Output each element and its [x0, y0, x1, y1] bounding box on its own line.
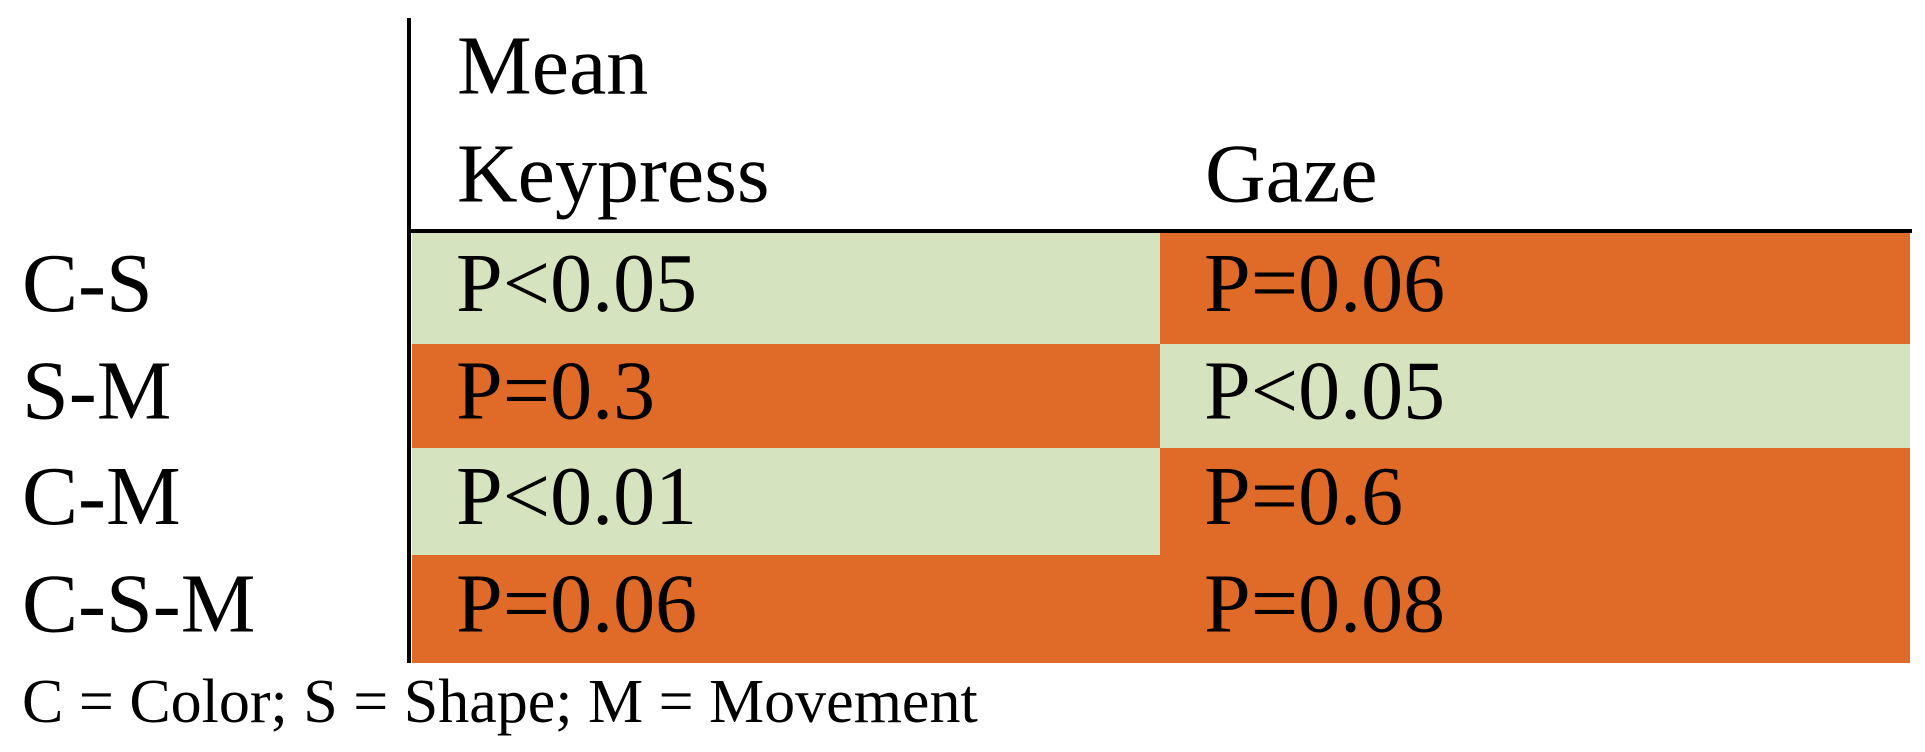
cell-text: P<0.01: [456, 450, 697, 543]
cell-text: P=0.08: [1204, 557, 1445, 650]
footnote: C = Color; S = Shape; M = Movement: [22, 668, 978, 736]
row-label: C-S: [22, 237, 153, 330]
row-label: C-M: [22, 450, 181, 543]
row-label: C-S-M: [22, 557, 255, 650]
table-title: Mean: [457, 19, 648, 112]
table-cell: [412, 448, 1160, 555]
table-cell: [1160, 555, 1910, 663]
cell-text: P<0.05: [1204, 344, 1445, 437]
table-cell: [1160, 448, 1910, 555]
cell-text: P=0.3: [456, 344, 655, 437]
column-header: Keypress: [457, 127, 770, 220]
table-cell: [412, 344, 1160, 448]
cell-text: P<0.05: [456, 237, 697, 330]
table-cell: [412, 233, 1160, 344]
cell-text: P=0.06: [456, 557, 697, 650]
table-cell: [1160, 233, 1910, 344]
cell-text: P=0.06: [1204, 237, 1445, 330]
column-header: Gaze: [1205, 127, 1378, 220]
row-label: S-M: [22, 344, 171, 437]
table-cell: [1160, 344, 1910, 448]
table-cell: [412, 555, 1160, 663]
cell-text: P=0.6: [1204, 450, 1403, 543]
